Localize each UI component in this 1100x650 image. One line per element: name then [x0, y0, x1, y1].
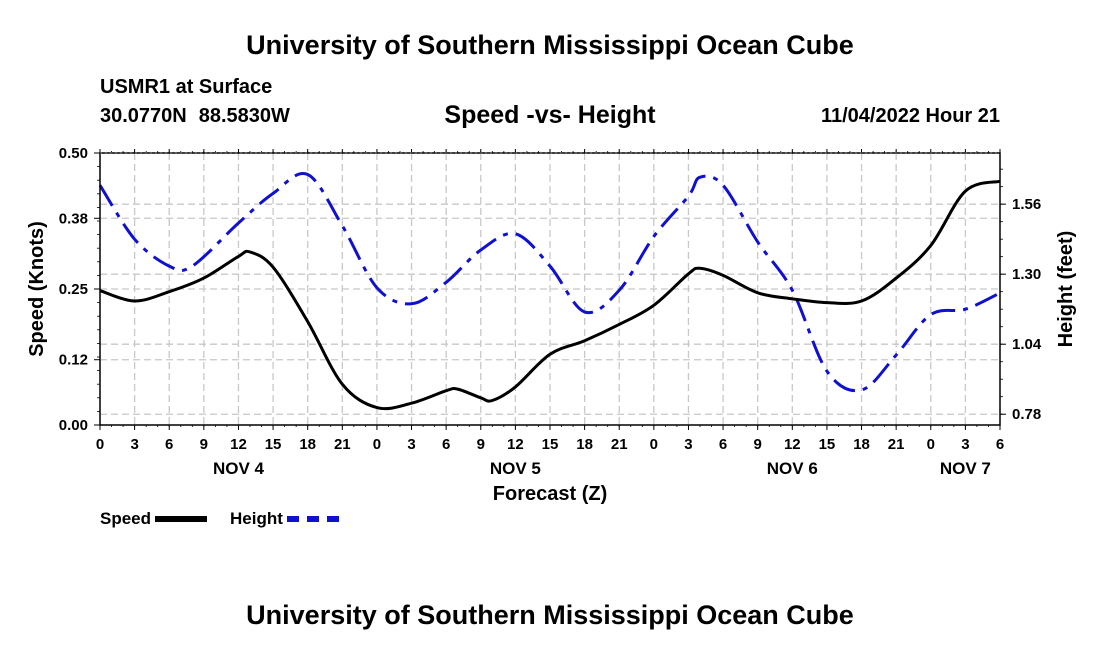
x-tick-label: 0: [373, 436, 381, 453]
page-title: University of Southern Mississippi Ocean…: [246, 30, 854, 60]
chart-subtitle: Speed -vs- Height: [444, 101, 656, 129]
x-tick-label: 0: [96, 436, 104, 453]
series-line-speed: [99, 179, 1001, 411]
legend-height-swatch: [286, 516, 339, 522]
x-day-label: NOV 5: [490, 459, 541, 478]
x-tick-label: 3: [407, 436, 415, 453]
x-day-label: NOV 6: [767, 459, 818, 478]
x-tick-label: 9: [477, 436, 485, 453]
x-tick-label: 3: [961, 436, 969, 453]
series-line-height: [98, 171, 1001, 393]
y-left-tick-label: 0.00: [59, 417, 88, 434]
station-label: USMR1 at Surface: [100, 76, 273, 98]
y-left-tick-label: 0.12: [59, 352, 88, 369]
y-left-tick-label: 0.50: [59, 145, 88, 162]
x-tick-label: 6: [996, 436, 1004, 453]
x-tick-label: 18: [299, 436, 316, 453]
x-tick-label: 15: [542, 436, 559, 453]
x-tick-label: 6: [165, 436, 173, 453]
x-tick-label: 3: [684, 436, 692, 453]
x-tick-label: 6: [442, 436, 450, 453]
y-right-tick-label: 0.78: [1012, 406, 1041, 423]
x-tick-label: 0: [927, 436, 935, 453]
x-axis-label: Forecast (Z): [493, 483, 607, 505]
station-coordinates: 30.0770N 88.5830W: [100, 105, 290, 128]
x-tick-label: 21: [334, 436, 351, 453]
x-tick-label: 15: [819, 436, 836, 453]
x-tick-label: 3: [130, 436, 138, 453]
x-tick-label: 12: [230, 436, 247, 453]
x-tick-label: 12: [507, 436, 524, 453]
x-tick-label: 9: [200, 436, 208, 453]
longitude: 88.5830W: [198, 105, 290, 127]
x-day-label: NOV 4: [213, 459, 265, 478]
x-tick-label: 21: [611, 436, 628, 453]
legend-speed: Speed: [100, 509, 208, 529]
x-tick-label: 18: [576, 436, 593, 453]
x-tick-label: 6: [719, 436, 727, 453]
x-tick-label: 9: [754, 436, 762, 453]
y-left-tick-label: 0.38: [59, 210, 88, 227]
y-right-tick-label: 1.04: [1012, 336, 1042, 353]
legend-height-label: Height: [230, 509, 283, 528]
x-tick-label: 21: [888, 436, 905, 453]
x-tick-label: 0: [650, 436, 658, 453]
x-tick-label: 18: [853, 436, 870, 453]
legend-height: Height: [230, 509, 339, 529]
x-day-label: NOV 7: [940, 459, 991, 478]
y-axis-left-label: Speed (Knots): [26, 221, 48, 357]
latitude: 30.0770N: [100, 105, 187, 127]
x-tick-label: 15: [265, 436, 282, 453]
y-right-tick-label: 1.30: [1012, 266, 1041, 283]
legend-speed-label: Speed: [100, 509, 152, 528]
forecast-datetime: 11/04/2022 Hour 21: [820, 105, 1000, 127]
footer-title: University of Southern Mississippi Ocean…: [246, 600, 854, 630]
legend-speed-swatch: [155, 516, 208, 522]
y-axis-right-label: Height (feet): [1055, 231, 1077, 348]
x-tick-label: 12: [784, 436, 801, 453]
y-left-tick-label: 0.25: [59, 281, 88, 298]
y-right-tick-label: 1.56: [1012, 196, 1041, 213]
